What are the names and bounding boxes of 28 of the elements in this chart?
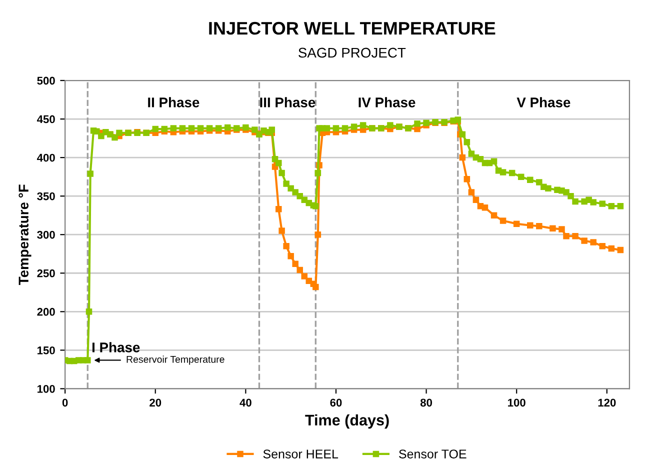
y-tick-label: 100 (38, 384, 55, 393)
x-tick-label: 0 (62, 398, 68, 407)
annotation: II Phase (148, 97, 200, 108)
x-tick-label: 20 (150, 398, 162, 407)
y-tick-label: 400 (36, 154, 55, 162)
legend-label: Sensor TOE (399, 450, 466, 458)
annotation: I Phase (92, 342, 140, 352)
x-tick-label: 80 (420, 398, 432, 407)
y-tick-label: 500 (37, 76, 55, 85)
y-tick-label: 150 (38, 346, 55, 354)
annotation: V Phase (516, 97, 570, 108)
legend-label: Sensor HEEL (263, 450, 338, 458)
x-tick-label: 40 (240, 398, 252, 407)
x-axis-title: Time (days) (305, 414, 389, 429)
annotation: Reservoir Temperature (126, 356, 224, 365)
chart-title: INJECTOR WELL TEMPERATURE (209, 22, 496, 35)
annotation: III Phase (260, 97, 316, 108)
x-tick-label: 120 (598, 398, 616, 407)
x-tick-label: 60 (330, 398, 342, 407)
y-tick-label: 300 (37, 230, 55, 239)
y-tick-label: 350 (37, 192, 55, 200)
annotation: IV Phase (358, 97, 416, 108)
y-tick-label: 450 (36, 115, 55, 124)
x-tick-label: 100 (508, 398, 526, 407)
y-tick-label: 250 (37, 269, 55, 278)
chart-subtitle: SAGD PROJECT (298, 48, 406, 58)
y-axis-title: Temperature °F (18, 184, 32, 285)
y-tick-label: 200 (37, 308, 55, 316)
